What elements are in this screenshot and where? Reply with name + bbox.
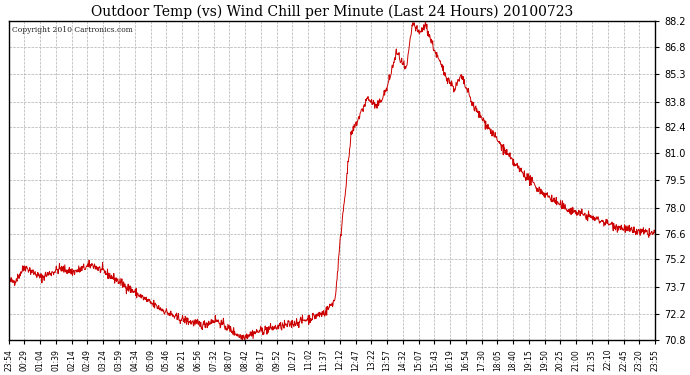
Text: Copyright 2010 Cartronics.com: Copyright 2010 Cartronics.com	[12, 26, 132, 34]
Title: Outdoor Temp (vs) Wind Chill per Minute (Last 24 Hours) 20100723: Outdoor Temp (vs) Wind Chill per Minute …	[91, 4, 573, 18]
